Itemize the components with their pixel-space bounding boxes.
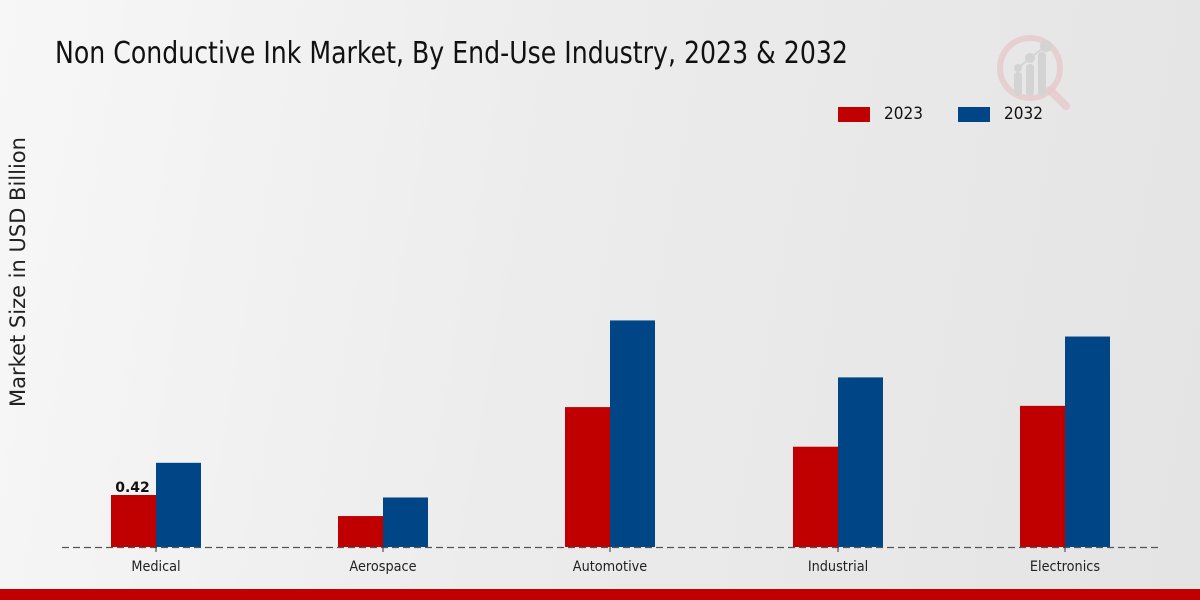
chart-title: Non Conductive Ink Market, By End-Use In…	[55, 36, 848, 71]
x-tick-label-medical: Medical	[131, 560, 180, 576]
legend-item-2023: 2023	[838, 104, 927, 124]
data-label-medical-2023: 0.42	[115, 480, 150, 496]
market-research-logo-icon	[997, 35, 1070, 110]
x-tick-label-industrial: Industrial	[808, 560, 868, 576]
legend-label-2032: 2032	[1004, 104, 1043, 124]
legend-swatch-2032	[958, 106, 990, 122]
bar-aerospace-2023	[338, 516, 383, 547]
bar-electronics-2023	[1020, 405, 1065, 547]
legend-label-2023: 2023	[884, 104, 923, 124]
bar-automotive-2032	[610, 320, 655, 547]
bar-industrial-2023	[793, 446, 838, 547]
bar-aerospace-2032	[383, 497, 428, 547]
footer-bar	[0, 589, 1200, 600]
x-tick-label-automotive: Automotive	[573, 560, 647, 576]
x-tick-label-aerospace: Aerospace	[349, 560, 416, 576]
x-tick-label-electronics: Electronics	[1030, 560, 1100, 576]
bar-electronics-2032	[1065, 336, 1110, 547]
bar-automotive-2023	[565, 407, 610, 547]
bar-industrial-2032	[838, 377, 883, 547]
legend-item-2032: 2032	[958, 104, 1047, 124]
legend-swatch-2023	[838, 106, 870, 122]
bar-medical-2032	[156, 462, 201, 547]
bar-medical-2023	[111, 495, 156, 547]
